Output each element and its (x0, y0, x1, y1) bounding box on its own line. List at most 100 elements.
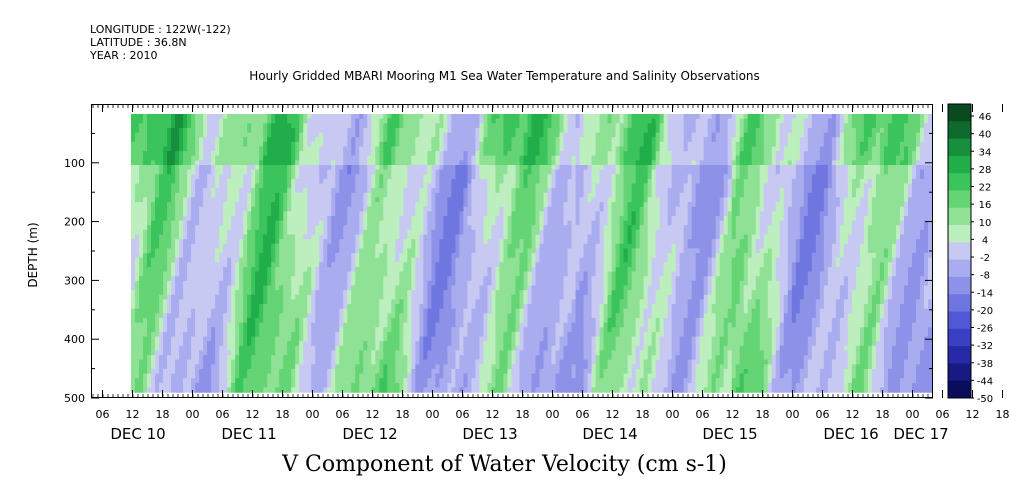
heatmap-cell (379, 359, 384, 365)
heatmap-cell (191, 276, 196, 282)
heatmap-cell (131, 368, 136, 375)
heatmap-cell (415, 215, 420, 222)
heatmap-cell (143, 331, 148, 338)
heatmap-cell (215, 266, 220, 273)
heatmap-cell (255, 364, 260, 370)
heatmap-cell (395, 322, 400, 328)
heatmap-cell (283, 364, 288, 370)
heatmap-cell (211, 322, 216, 328)
heatmap-cell (291, 137, 296, 143)
heatmap-cell (351, 164, 356, 171)
heatmap-cell (159, 188, 164, 194)
heatmap-cell (219, 350, 224, 356)
heatmap-cell (439, 164, 444, 171)
heatmap-cell (159, 118, 164, 124)
heatmap-cell (435, 317, 440, 324)
heatmap-cell (259, 290, 264, 296)
heatmap-cell (179, 164, 184, 171)
heatmap-cell (235, 294, 240, 301)
heatmap-cell (327, 364, 332, 370)
heatmap-cell (215, 197, 220, 203)
heatmap-cell (247, 313, 252, 319)
heatmap-cell (195, 114, 200, 120)
heatmap-cell (367, 197, 372, 203)
heatmap-cell (135, 220, 140, 226)
heatmap-cell (195, 294, 200, 301)
heatmap-cell (339, 359, 344, 365)
heatmap-cell (227, 174, 232, 180)
heatmap-cell (287, 234, 292, 240)
heatmap-cell (283, 146, 288, 152)
heatmap-cell (443, 169, 448, 175)
heatmap-cell (359, 220, 364, 226)
heatmap-cell (187, 359, 192, 365)
heatmap-cell (267, 197, 272, 203)
heatmap-cell (135, 234, 140, 240)
heatmap-cell (451, 114, 456, 120)
heatmap-cell (455, 169, 460, 175)
heatmap-cell (143, 373, 148, 379)
heatmap-cell (159, 248, 164, 254)
heatmap-cell (291, 215, 296, 222)
heatmap-cell (395, 299, 400, 305)
heatmap-cell (155, 160, 160, 166)
heatmap-cell (395, 118, 400, 124)
heatmap-cell (267, 290, 272, 296)
heatmap-cell (183, 141, 188, 148)
heatmap-cell (259, 248, 264, 254)
heatmap-cell (231, 169, 236, 175)
heatmap-cell (427, 336, 432, 342)
heatmap-cell (283, 253, 288, 259)
heatmap-cell (399, 266, 404, 273)
heatmap-cell (367, 220, 372, 226)
heatmap-cell (327, 234, 332, 240)
heatmap-cell (315, 188, 320, 194)
heatmap-cell (359, 331, 364, 338)
heatmap-cell (151, 290, 156, 296)
heatmap-cell (187, 257, 192, 263)
heatmap-cell (263, 299, 268, 305)
heatmap-cell (183, 276, 188, 282)
heatmap-cell (135, 253, 140, 259)
heatmap-cell (299, 211, 304, 217)
heatmap-cell (435, 169, 440, 175)
heatmap-cell (299, 378, 304, 384)
heatmap-cell (307, 322, 312, 328)
heatmap-cell (319, 257, 324, 263)
heatmap-cell (391, 206, 396, 212)
heatmap-cell (215, 290, 220, 296)
heatmap-cell (171, 197, 176, 203)
heatmap-cell (247, 220, 252, 226)
heatmap-cell (331, 192, 336, 199)
heatmap-cell (435, 262, 440, 268)
heatmap-cell (167, 257, 172, 263)
heatmap-cell (175, 132, 180, 138)
heatmap-cell (335, 141, 340, 148)
heatmap-cell (339, 294, 344, 301)
heatmap-cell (143, 266, 148, 273)
heatmap-cell (399, 327, 404, 333)
heatmap-cell (319, 192, 324, 199)
heatmap-cell (203, 146, 208, 152)
heatmap-cell (259, 299, 264, 305)
heatmap-cell (447, 368, 452, 375)
heatmap-cell (187, 280, 192, 287)
heatmap-cell (243, 285, 248, 291)
heatmap-cell (435, 257, 440, 263)
heatmap-cell (447, 364, 452, 370)
heatmap-cell (415, 290, 420, 296)
heatmap-cell (439, 336, 444, 342)
heatmap-cell (395, 220, 400, 226)
heatmap-cell (247, 271, 252, 277)
heatmap-cell (287, 257, 292, 263)
heatmap-cell (299, 304, 304, 310)
heatmap-cell (231, 211, 236, 217)
heatmap-cell (267, 160, 272, 166)
heatmap-cell (427, 276, 432, 282)
heatmap-cell (419, 225, 424, 231)
heatmap-cell (447, 373, 452, 379)
heatmap-cell (403, 192, 408, 199)
heatmap-cell (251, 178, 256, 185)
heatmap-cell (223, 350, 228, 356)
heatmap-cell (187, 350, 192, 356)
